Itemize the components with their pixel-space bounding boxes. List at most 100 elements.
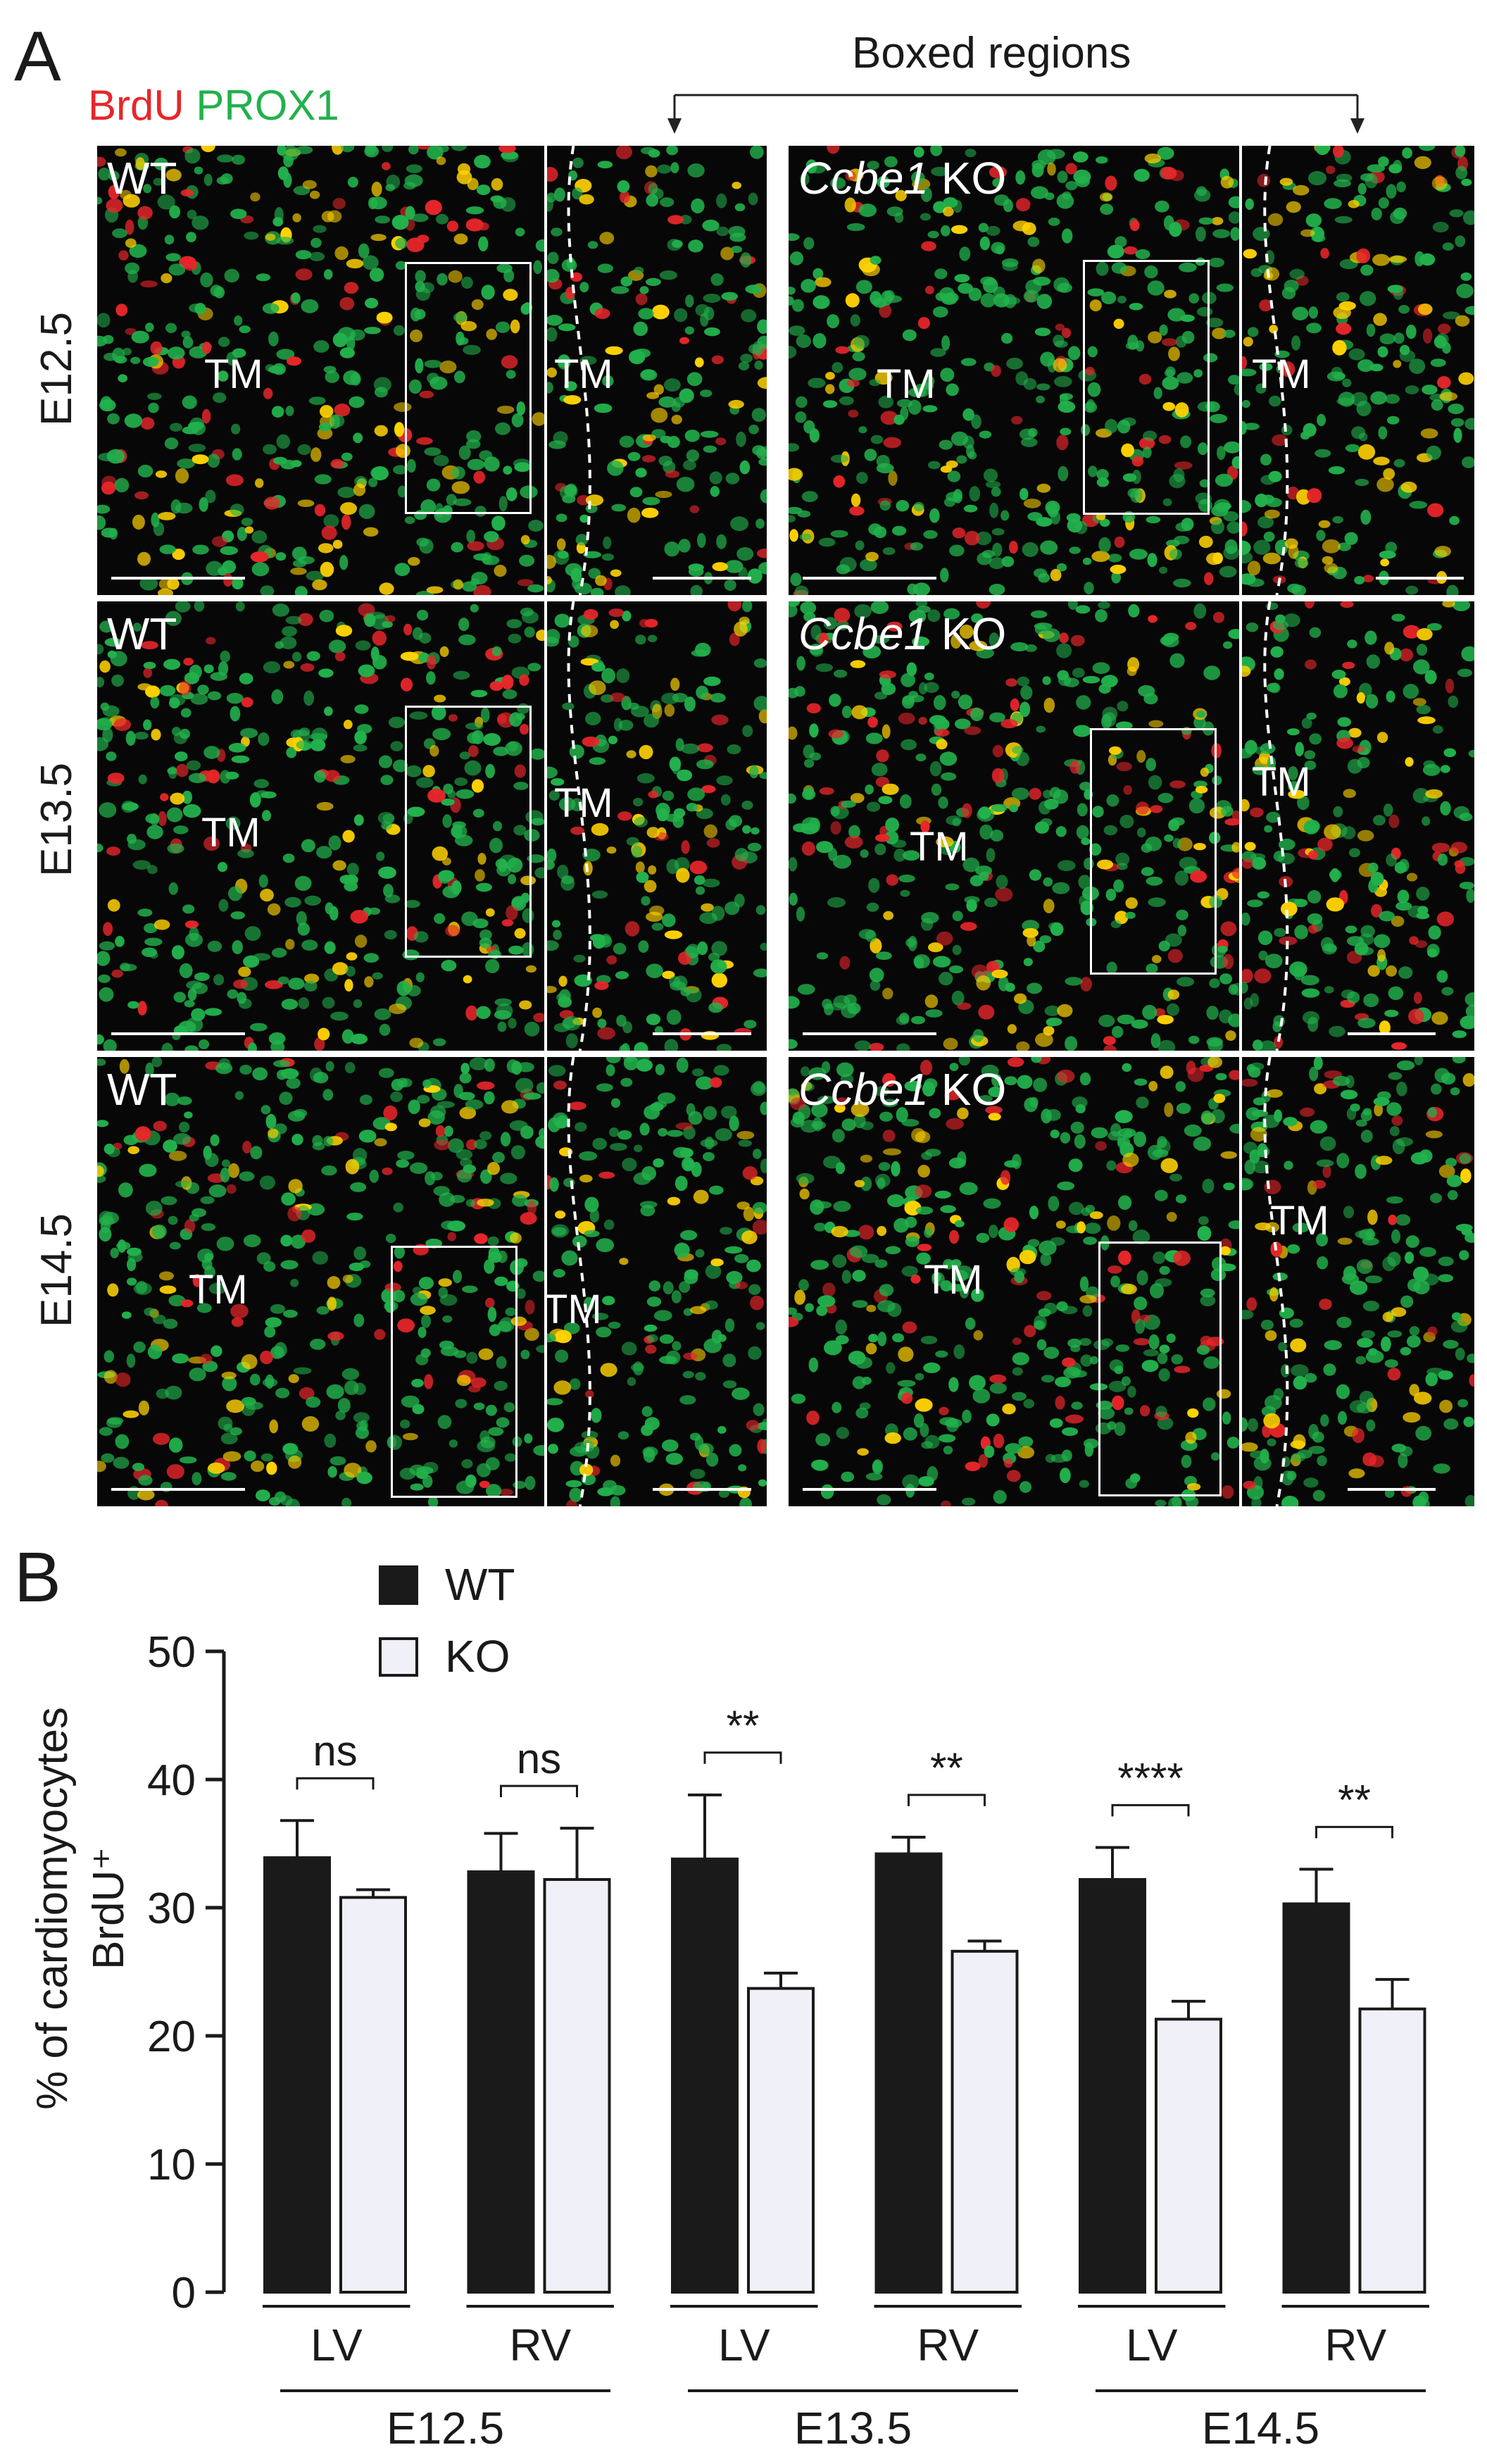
nucleus bbox=[1044, 1005, 1060, 1016]
nucleus bbox=[610, 1496, 620, 1506]
nucleus bbox=[1326, 165, 1336, 175]
nucleus bbox=[218, 862, 227, 873]
nucleus bbox=[231, 755, 250, 763]
nucleus bbox=[816, 841, 834, 853]
nucleus bbox=[958, 282, 974, 294]
x-group-label: E14.5 bbox=[1202, 2403, 1319, 2453]
nucleus bbox=[959, 1182, 978, 1195]
nucleus bbox=[795, 411, 807, 423]
nucleus bbox=[989, 1374, 1007, 1384]
nucleus bbox=[1011, 746, 1024, 754]
nucleus bbox=[527, 1200, 537, 1215]
nucleus bbox=[271, 406, 284, 418]
nucleus bbox=[98, 168, 111, 181]
nucleus bbox=[558, 323, 576, 332]
nucleus bbox=[204, 1265, 215, 1279]
nucleus bbox=[1460, 1015, 1474, 1030]
nucleus bbox=[1018, 1436, 1034, 1448]
nucleus bbox=[501, 355, 518, 369]
nucleus bbox=[1442, 242, 1454, 251]
nucleus bbox=[808, 1357, 819, 1372]
nucleus bbox=[479, 450, 493, 461]
nucleus bbox=[1197, 1225, 1212, 1241]
nucleus bbox=[260, 1351, 273, 1365]
nucleus bbox=[836, 1062, 854, 1077]
nucleus bbox=[1087, 382, 1101, 397]
micrograph-wt-e14-5: WT TM bbox=[97, 1057, 544, 1506]
nucleus bbox=[903, 1427, 917, 1441]
nucleus bbox=[1295, 742, 1304, 757]
nucleus bbox=[905, 1216, 917, 1228]
nucleus bbox=[395, 237, 408, 249]
nucleus bbox=[327, 1276, 341, 1289]
nucleus bbox=[986, 961, 1000, 973]
nucleus bbox=[137, 206, 153, 220]
legend-swatch-wt bbox=[379, 1565, 418, 1605]
nucleus bbox=[1416, 704, 1431, 715]
nucleus bbox=[877, 1494, 891, 1506]
nucleus bbox=[203, 746, 220, 759]
nucleus bbox=[854, 1040, 871, 1051]
nucleus bbox=[432, 727, 451, 741]
nucleus bbox=[691, 649, 710, 657]
nucleus bbox=[1281, 1496, 1299, 1506]
nucleus bbox=[1357, 1018, 1376, 1029]
nucleus bbox=[672, 239, 683, 248]
nucleus bbox=[565, 1033, 578, 1049]
nucleus bbox=[824, 1340, 842, 1356]
nucleus bbox=[151, 1057, 163, 1068]
nucleus bbox=[589, 757, 606, 765]
nucleus bbox=[582, 849, 601, 862]
nucleus bbox=[666, 1009, 682, 1025]
nucleus bbox=[188, 444, 206, 453]
nucleus bbox=[959, 246, 971, 261]
nucleus bbox=[1317, 837, 1333, 851]
nucleus bbox=[1055, 323, 1065, 331]
nucleus bbox=[1259, 299, 1272, 312]
nucleus bbox=[678, 539, 691, 553]
nucleus bbox=[161, 273, 172, 284]
nucleus bbox=[1110, 564, 1127, 575]
nucleus bbox=[993, 1433, 1005, 1449]
nucleus bbox=[415, 358, 424, 374]
nucleus bbox=[996, 875, 1008, 889]
nucleus bbox=[639, 286, 649, 294]
nucleus bbox=[648, 865, 657, 875]
nucleus bbox=[1223, 1182, 1235, 1191]
nucleus bbox=[814, 1201, 832, 1209]
nucleus bbox=[1054, 376, 1072, 387]
nucleus bbox=[704, 1300, 718, 1310]
nucleus bbox=[1445, 678, 1455, 694]
nucleus bbox=[389, 1003, 407, 1015]
nucleus bbox=[1365, 694, 1379, 709]
nucleus bbox=[801, 491, 818, 502]
nucleus bbox=[260, 889, 274, 902]
nucleus bbox=[917, 606, 931, 613]
nucleus bbox=[1172, 838, 1181, 849]
genotype-label: Ccbe1 KO bbox=[798, 1067, 1006, 1112]
nucleus bbox=[815, 663, 834, 673]
nucleus bbox=[1377, 346, 1388, 358]
nucleus bbox=[1355, 1230, 1374, 1239]
nucleus bbox=[1370, 391, 1387, 405]
nucleus bbox=[653, 1158, 664, 1168]
nucleus bbox=[316, 846, 332, 859]
nucleus bbox=[1427, 1326, 1438, 1337]
nucleus bbox=[280, 1260, 299, 1270]
nucleus bbox=[106, 198, 123, 213]
nucleus bbox=[660, 197, 675, 207]
nucleus bbox=[167, 577, 180, 590]
nucleus bbox=[469, 1057, 488, 1070]
nucleus bbox=[1036, 725, 1046, 733]
nucleus bbox=[350, 910, 368, 924]
nucleus bbox=[970, 707, 984, 722]
nucleus bbox=[287, 1206, 302, 1222]
nucleus bbox=[1116, 863, 1128, 870]
nucleus bbox=[1185, 1432, 1197, 1444]
nucleus bbox=[547, 859, 555, 870]
nucleus bbox=[1300, 975, 1319, 986]
nucleus bbox=[547, 367, 557, 378]
nucleus bbox=[594, 404, 613, 413]
prox1-label: PROX1 bbox=[196, 82, 339, 129]
nucleus bbox=[904, 1080, 922, 1092]
